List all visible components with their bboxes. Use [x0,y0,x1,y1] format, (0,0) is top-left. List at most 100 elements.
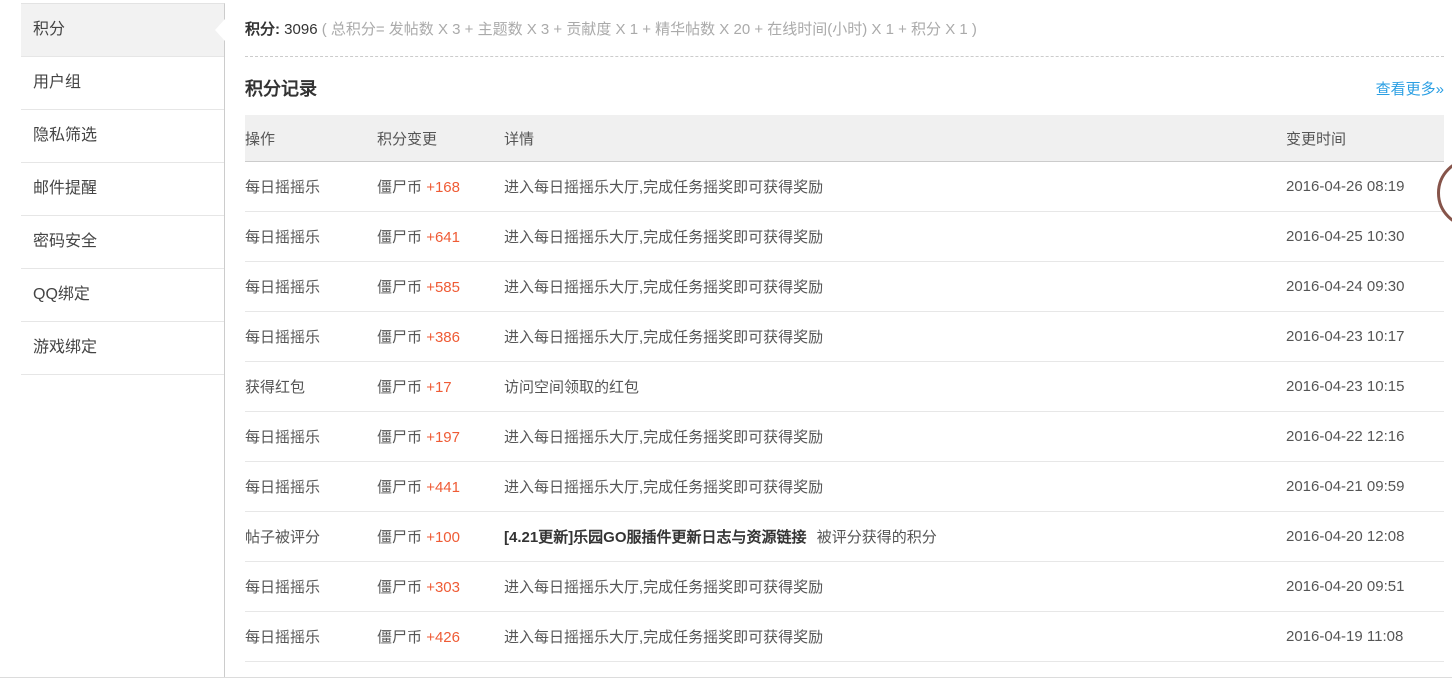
credit-name: 僵尸币 [377,229,423,246]
credits-total-value: 3096 [284,21,318,38]
credit-cell: 僵尸币 +386 [377,326,504,347]
sidebar-item-label: 密码安全 [33,233,98,250]
credit-name: 僵尸币 [377,529,423,546]
action-cell: 帖子被评分 [245,529,321,546]
header-action: 操作 [245,130,276,148]
credits-content: 积分: 3096 ( 总积分= 发帖数 X 3 + 主题数 X 3 + 贡献度 … [225,0,1452,677]
time-cell: 2016-04-20 12:08 [1286,528,1405,545]
sidebar-item-privacy-filter[interactable]: 隐私筛选 [21,110,224,163]
header-time: 变更时间 [1286,130,1347,148]
time-cell: 2016-04-26 08:19 [1286,178,1405,195]
detail-text: 被评分获得的积分 [816,529,937,546]
table-row: 每日摇摇乐 僵尸币 +441 进入每日摇摇乐大厅,完成任务摇奖即可获得奖励 20… [245,462,1444,512]
detail-thread-link[interactable]: [4.21更新]乐园GO服插件更新日志与资源链接 [504,529,807,546]
sidebar-item-usergroup[interactable]: 用户组 [21,57,224,110]
credit-value: +641 [426,229,460,246]
action-cell: 每日摇摇乐 [245,179,321,196]
detail-cell: 进入每日摇摇乐大厅,完成任务摇奖即可获得奖励 [504,276,1286,297]
table-row: 每日摇摇乐 僵尸币 +426 进入每日摇摇乐大厅,完成任务摇奖即可获得奖励 20… [245,612,1444,662]
sidebar-item-credits[interactable]: 积分 [21,4,225,57]
credit-cell: 僵尸币 +100 [377,526,504,547]
detail-cell: 进入每日摇摇乐大厅,完成任务摇奖即可获得奖励 [504,576,1286,597]
sidebar-item-label: 游戏绑定 [33,339,98,356]
detail-text: 进入每日摇摇乐大厅,完成任务摇奖即可获得奖励 [504,429,824,446]
time-cell: 2016-04-19 11:08 [1286,628,1404,645]
action-cell: 获得红包 [245,379,306,396]
credits-summary-label: 积分: [245,21,280,38]
credit-value: +426 [426,629,460,646]
action-cell: 每日摇摇乐 [245,579,321,596]
detail-text: 进入每日摇摇乐大厅,完成任务摇奖即可获得奖励 [504,179,824,196]
credit-name: 僵尸币 [377,429,423,446]
credit-value: +441 [426,479,460,496]
section-title: 积分记录 [245,79,317,99]
sidebar-item-label: 邮件提醒 [33,180,98,197]
detail-cell: 进入每日摇摇乐大厅,完成任务摇奖即可获得奖励 [504,426,1286,447]
header-credit-change: 积分变更 [377,130,438,148]
credit-name: 僵尸币 [377,379,423,396]
credit-cell: 僵尸币 +197 [377,426,504,447]
action-cell: 每日摇摇乐 [245,329,321,346]
credit-cell: 僵尸币 +426 [377,626,504,647]
sidebar-item-label: 积分 [33,21,66,38]
table-row: 每日摇摇乐 僵尸币 +303 进入每日摇摇乐大厅,完成任务摇奖即可获得奖励 20… [245,562,1444,612]
credit-value: +197 [426,429,460,446]
detail-cell: [4.21更新]乐园GO服插件更新日志与资源链接 被评分获得的积分 [504,526,1286,547]
time-cell: 2016-04-23 10:15 [1286,378,1405,395]
header-detail: 详情 [504,130,535,148]
action-cell: 每日摇摇乐 [245,629,321,646]
table-row: 每日摇摇乐 僵尸币 +168 进入每日摇摇乐大厅,完成任务摇奖即可获得奖励 20… [245,162,1444,212]
table-row: 每日摇摇乐 僵尸币 +197 进入每日摇摇乐大厅,完成任务摇奖即可获得奖励 20… [245,412,1444,462]
detail-text: 进入每日摇摇乐大厅,完成任务摇奖即可获得奖励 [504,479,824,496]
detail-text: 访问空间领取的红包 [504,379,640,396]
credit-cell: 僵尸币 +641 [377,226,504,247]
credit-value: +386 [426,329,460,346]
detail-text: 进入每日摇摇乐大厅,完成任务摇奖即可获得奖励 [504,629,824,646]
table-row: 帖子被评分 僵尸币 +100 [4.21更新]乐园GO服插件更新日志与资源链接 … [245,512,1444,562]
sidebar-item-game-binding[interactable]: 游戏绑定 [21,322,224,375]
credit-cell: 僵尸币 +17 [377,376,504,397]
credit-name: 僵尸币 [377,279,423,296]
credit-cell: 僵尸币 +303 [377,576,504,597]
credits-summary: 积分: 3096 ( 总积分= 发帖数 X 3 + 主题数 X 3 + 贡献度 … [245,0,1444,57]
sidebar-item-label: 用户组 [33,74,82,91]
table-row: 每日摇摇乐 僵尸币 +585 进入每日摇摇乐大厅,完成任务摇奖即可获得奖励 20… [245,262,1444,312]
table-header-row: 操作 积分变更 详情 变更时间 [245,115,1444,162]
credit-value: +17 [426,379,452,396]
credits-records-table: 操作 积分变更 详情 变更时间 每日摇摇乐 僵尸币 +168 进入每日摇摇乐大厅… [245,115,1444,662]
time-cell: 2016-04-25 10:30 [1286,228,1405,245]
credit-cell: 僵尸币 +441 [377,476,504,497]
detail-cell: 进入每日摇摇乐大厅,完成任务摇奖即可获得奖励 [504,626,1286,647]
action-cell: 每日摇摇乐 [245,229,321,246]
credit-cell: 僵尸币 +168 [377,176,504,197]
detail-cell: 进入每日摇摇乐大厅,完成任务摇奖即可获得奖励 [504,326,1286,347]
detail-cell: 进入每日摇摇乐大厅,完成任务摇奖即可获得奖励 [504,476,1286,497]
sidebar-item-qq-binding[interactable]: QQ绑定 [21,269,224,322]
time-cell: 2016-04-21 09:59 [1286,478,1405,495]
records-section-head: 积分记录 查看更多» [245,75,1444,101]
credit-name: 僵尸币 [377,579,423,596]
detail-text: 进入每日摇摇乐大厅,完成任务摇奖即可获得奖励 [504,229,824,246]
credit-cell: 僵尸币 +585 [377,276,504,297]
credit-name: 僵尸币 [377,179,423,196]
credit-value: +100 [426,529,460,546]
detail-cell: 进入每日摇摇乐大厅,完成任务摇奖即可获得奖励 [504,176,1286,197]
view-more-link[interactable]: 查看更多» [1375,80,1444,98]
settings-sidebar: 积分 用户组 隐私筛选 邮件提醒 密码安全 QQ绑定 游戏绑定 [21,3,225,677]
sidebar-item-email-notify[interactable]: 邮件提醒 [21,163,224,216]
sidebar-item-label: 隐私筛选 [33,127,98,144]
page-bottom-divider [0,677,1452,678]
detail-text: 进入每日摇摇乐大厅,完成任务摇奖即可获得奖励 [504,579,824,596]
table-row: 每日摇摇乐 僵尸币 +641 进入每日摇摇乐大厅,完成任务摇奖即可获得奖励 20… [245,212,1444,262]
action-cell: 每日摇摇乐 [245,479,321,496]
detail-cell: 进入每日摇摇乐大厅,完成任务摇奖即可获得奖励 [504,226,1286,247]
credit-name: 僵尸币 [377,329,423,346]
detail-text: 进入每日摇摇乐大厅,完成任务摇奖即可获得奖励 [504,279,824,296]
detail-text: 进入每日摇摇乐大厅,完成任务摇奖即可获得奖励 [504,329,824,346]
credit-name: 僵尸币 [377,629,423,646]
sidebar-item-password-security[interactable]: 密码安全 [21,216,224,269]
credit-name: 僵尸币 [377,479,423,496]
credits-formula: ( 总积分= 发帖数 X 3 + 主题数 X 3 + 贡献度 X 1 + 精华帖… [321,21,977,38]
action-cell: 每日摇摇乐 [245,279,321,296]
